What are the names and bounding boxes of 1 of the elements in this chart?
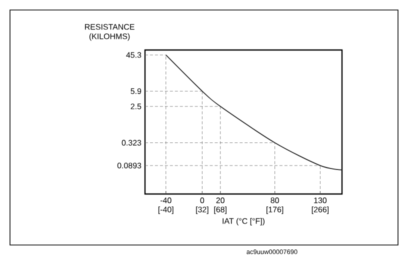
- line-series: [165, 54, 342, 170]
